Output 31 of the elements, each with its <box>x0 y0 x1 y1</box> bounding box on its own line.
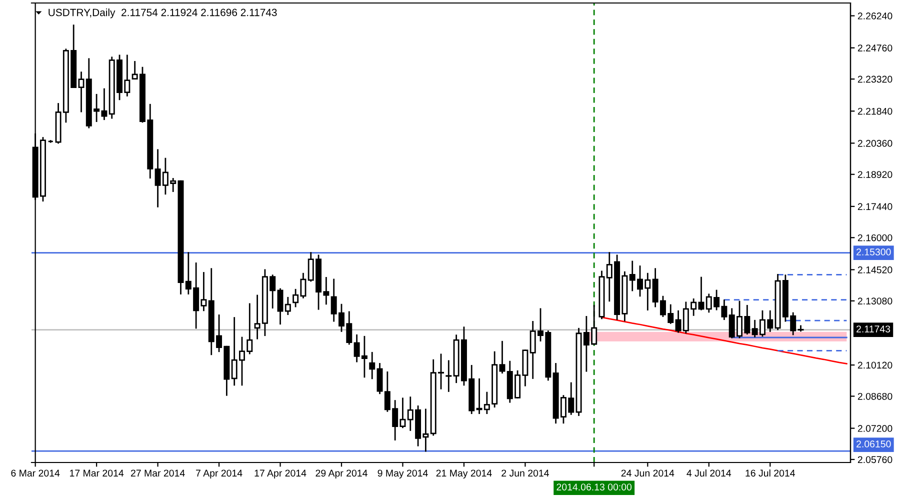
y-tick-label: 2.14520 <box>858 266 892 274</box>
y-tick-label: 2.20360 <box>858 140 892 147</box>
x-tick-label: 6 Mar 2014 <box>11 470 60 477</box>
y-tick-label: 2.07200 <box>858 425 892 432</box>
x-tick-label: 9 May 2014 <box>378 470 428 479</box>
ref-line-label: 2.11743 <box>856 326 890 332</box>
y-tick-label: 2.08680 <box>858 392 892 400</box>
x-tick-label: 4 Jul 2014 <box>686 469 732 477</box>
x-tick-label: 24 Jun 2014 <box>621 470 674 477</box>
y-tick-label: 2.24760 <box>858 44 892 52</box>
x-tick-label: 7 Apr 2014 <box>196 470 242 479</box>
y-tick-label: 2.13080 <box>858 298 892 305</box>
y-tick-label: 2.05760 <box>858 456 892 464</box>
ref-line-label: 2.06150 <box>856 440 891 448</box>
x-tick-label: 21 May 2014 <box>436 470 492 479</box>
ref-line-label: 2.15300 <box>856 248 891 256</box>
y-tick-label: 2.10120 <box>858 362 892 369</box>
y-tick-label: 2.17440 <box>858 203 892 210</box>
y-tick-label: 2.21840 <box>858 108 892 115</box>
x-tick-label: 29 Apr 2014 <box>316 470 368 479</box>
x-tick-label: 16 Jul 2014 <box>746 469 795 477</box>
y-tick-label: 2.26240 <box>858 12 892 20</box>
x-tick-label: 2014.06.13 00:00 <box>556 484 632 490</box>
x-tick-label: 27 Mar 2014 <box>130 470 185 477</box>
x-tick-label: 17 Mar 2014 <box>70 470 124 477</box>
y-tick-label: 2.18920 <box>858 171 892 178</box>
x-tick-label: 17 Apr 2014 <box>254 470 306 479</box>
y-tick-label: 2.16000 <box>858 234 892 242</box>
y-tick-label: 2.23320 <box>858 76 892 83</box>
chart-title: USDTRY,Daily 2.11754 2.11924 2.11696 2.11743 <box>48 8 277 18</box>
x-tick-label: 2 Jun 2014 <box>502 470 549 477</box>
